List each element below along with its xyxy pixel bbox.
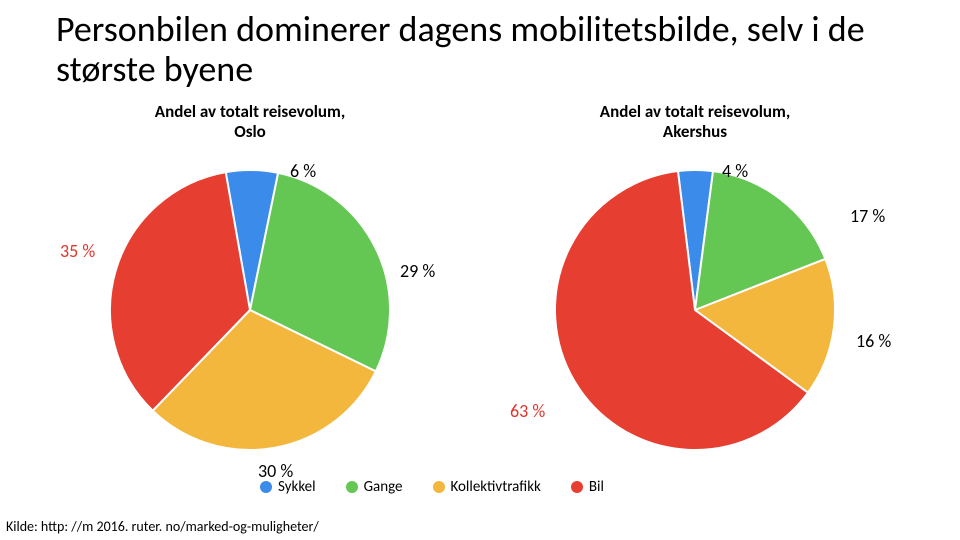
legend-swatch-gange — [346, 481, 358, 493]
source-line: Kilde: http: //m 2016. ruter. no/marked-… — [6, 518, 319, 535]
legend-item-gange: Gange — [346, 478, 403, 496]
pie-akershus — [0, 0, 960, 540]
slice-label-akershus-kollektiv: 16 % — [856, 330, 891, 352]
legend-item-sykkel: Sykkel — [260, 478, 316, 496]
legend-swatch-kollektiv — [433, 481, 445, 493]
legend-label-sykkel: Sykkel — [278, 478, 316, 496]
slice-label-akershus-gange: 17 % — [850, 205, 885, 227]
legend-label-bil: Bil — [589, 478, 604, 496]
legend-swatch-sykkel — [260, 481, 272, 493]
legend-swatch-bil — [571, 481, 583, 493]
legend-item-kollektiv: Kollektivtrafikk — [433, 478, 541, 496]
legend-label-gange: Gange — [364, 478, 403, 496]
slice-label-akershus-bil: 63 % — [510, 400, 545, 422]
legend: Sykkel Gange Kollektivtrafikk Bil — [260, 478, 604, 496]
legend-label-kollektiv: Kollektivtrafikk — [451, 478, 541, 496]
legend-item-bil: Bil — [571, 478, 604, 496]
slice-label-akershus-sykkel: 4 % — [722, 160, 748, 182]
